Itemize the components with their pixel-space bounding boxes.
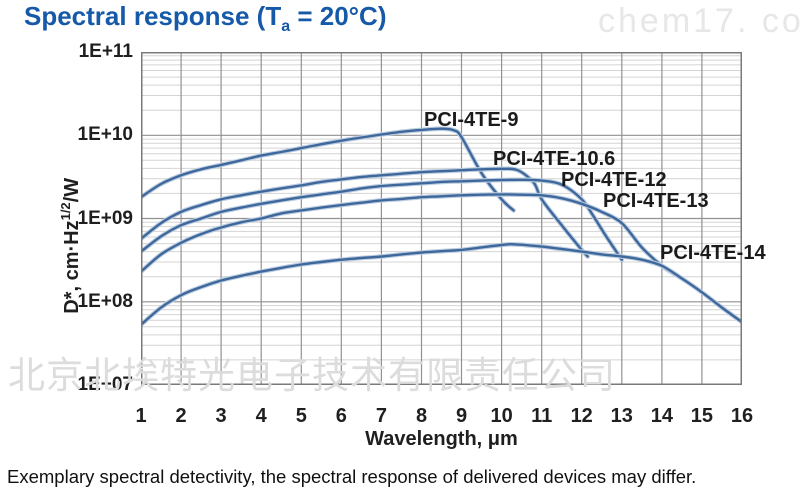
series-label-PCI-4TE-10.6: PCI-4TE-10.6 bbox=[493, 148, 616, 170]
y-tick-label: 1E+11 bbox=[78, 41, 133, 62]
series-curve-PCI-4TE-12 bbox=[141, 178, 623, 261]
series-curve-PCI-4TE-13 bbox=[141, 193, 684, 280]
x-tick-label: 16 bbox=[730, 405, 754, 427]
page-title: Spectral response (Ta = 20°C) bbox=[24, 1, 387, 36]
watermark-chem17: chem17. com bbox=[598, 2, 800, 40]
x-tick-label: 5 bbox=[295, 405, 307, 427]
x-tick-label: 2 bbox=[175, 405, 187, 427]
x-tick-label: 4 bbox=[255, 405, 267, 427]
series-label-PCI-4TE-12: PCI-4TE-12 bbox=[561, 169, 667, 191]
x-tick-label: 14 bbox=[650, 405, 674, 427]
series-curve-PCI-4TE-9 bbox=[141, 127, 515, 212]
y-tick-label: 1E+10 bbox=[77, 124, 133, 146]
x-tick-label: 3 bbox=[215, 405, 227, 427]
spectral-response-chart: PCI-4TE-9 PCI-4TE-10.6 PCI-4TE-12 PCI-4TE-1… bbox=[141, 52, 766, 385]
series-curve-PCI-4TE-14 bbox=[141, 243, 742, 326]
x-tick-label: 7 bbox=[375, 405, 387, 427]
series-curve-soft-PCI-4TE-13 bbox=[141, 192, 685, 281]
y-tick-label: 1E+07 bbox=[77, 374, 133, 395]
y-tick-label: 1E+09 bbox=[77, 207, 133, 229]
title-text: Spectral response (T bbox=[24, 1, 282, 31]
series-label-PCI-4TE-14: PCI-4TE-14 bbox=[660, 242, 766, 264]
plot-area bbox=[141, 52, 742, 385]
footnote-caption: Exemplary spectral detectivity, the spec… bbox=[7, 466, 697, 487]
x-tick-label: 15 bbox=[690, 405, 714, 427]
x-tick-label: 6 bbox=[335, 405, 347, 427]
x-tick-label: 9 bbox=[455, 405, 468, 427]
x-axis-tick-labels: 1 2 3 4 5 6 7 8 9 10 11 12 13 14 15 16 bbox=[135, 405, 753, 427]
x-tick-label: 8 bbox=[415, 405, 428, 427]
series-curve-PCI-4TE-10.6 bbox=[141, 167, 589, 258]
x-tick-label: 13 bbox=[610, 405, 633, 427]
series-label-PCI-4TE-13: PCI-4TE-13 bbox=[603, 190, 709, 212]
y-tick-label: 1E+08 bbox=[77, 290, 133, 312]
x-tick-label: 12 bbox=[570, 405, 593, 427]
x-tick-label: 10 bbox=[490, 405, 513, 427]
x-tick-label: 1 bbox=[135, 405, 147, 427]
series-label-PCI-4TE-9: PCI-4TE-9 bbox=[424, 109, 519, 131]
x-axis-title: Wavelength, μm bbox=[365, 428, 518, 450]
watermark-company-name: 北京北埃特光电子技术有限责任公司 bbox=[8, 355, 616, 396]
x-tick-label: 11 bbox=[531, 405, 553, 427]
y-axis-tick-labels: 1E+11 1E+10 1E+09 1E+08 1E+07 bbox=[20, 42, 133, 395]
title-subscript: a bbox=[281, 18, 291, 36]
title-suffix: = 20°C) bbox=[290, 1, 387, 31]
